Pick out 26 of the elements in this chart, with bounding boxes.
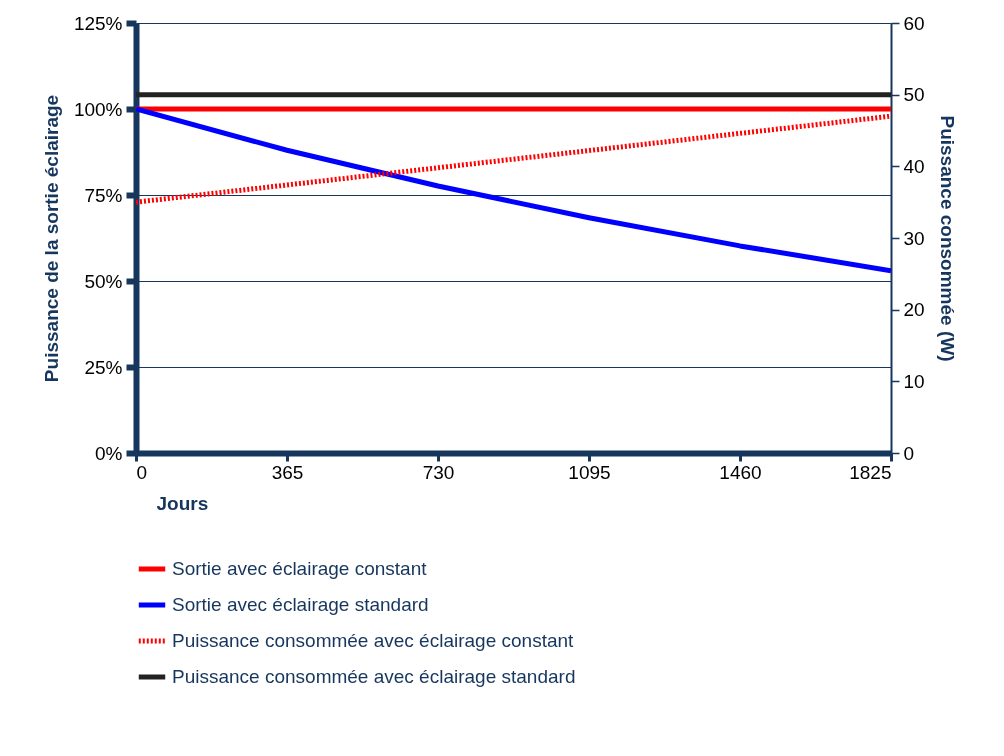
y-tick-label: 100% [73,98,123,120]
legend-label: Puissance consommée avec éclairage constant [172,630,575,651]
legend-label: Puissance consommée avec éclairage standard [172,666,576,687]
x-tick-label: 1825 [849,461,892,483]
y-axis-title: Puissance de la sortie éclairage [40,94,62,383]
y-tick-label: 0% [95,442,123,464]
x-axis-title: Jours [156,492,209,514]
y2-tick-label: 40 [903,155,925,177]
y-tick-label: 50% [84,270,123,292]
y2-tick-label: 20 [903,299,925,321]
x-tick-label: 1460 [719,461,762,483]
y2-axis-title: Puissance consommée (W) [936,115,958,362]
y2-tick-label: 50 [903,84,925,106]
y2-tick-label: 0 [903,442,915,464]
y-tick-label: 75% [84,184,123,206]
y2-tick-label: 10 [903,370,925,392]
x-tick-label: 0 [136,461,148,483]
x-tick-label: 730 [422,461,455,483]
y-tick-label: 125% [73,12,123,34]
x-tick-label: 1095 [568,461,611,483]
y-tick-label: 25% [84,356,123,378]
x-tick-label: 365 [271,461,304,483]
y2-tick-label: 30 [903,227,925,249]
legend-label: Sortie avec éclairage standard [172,594,429,615]
y2-tick-label: 60 [903,12,925,34]
legend-label: Sortie avec éclairage constant [172,558,428,579]
